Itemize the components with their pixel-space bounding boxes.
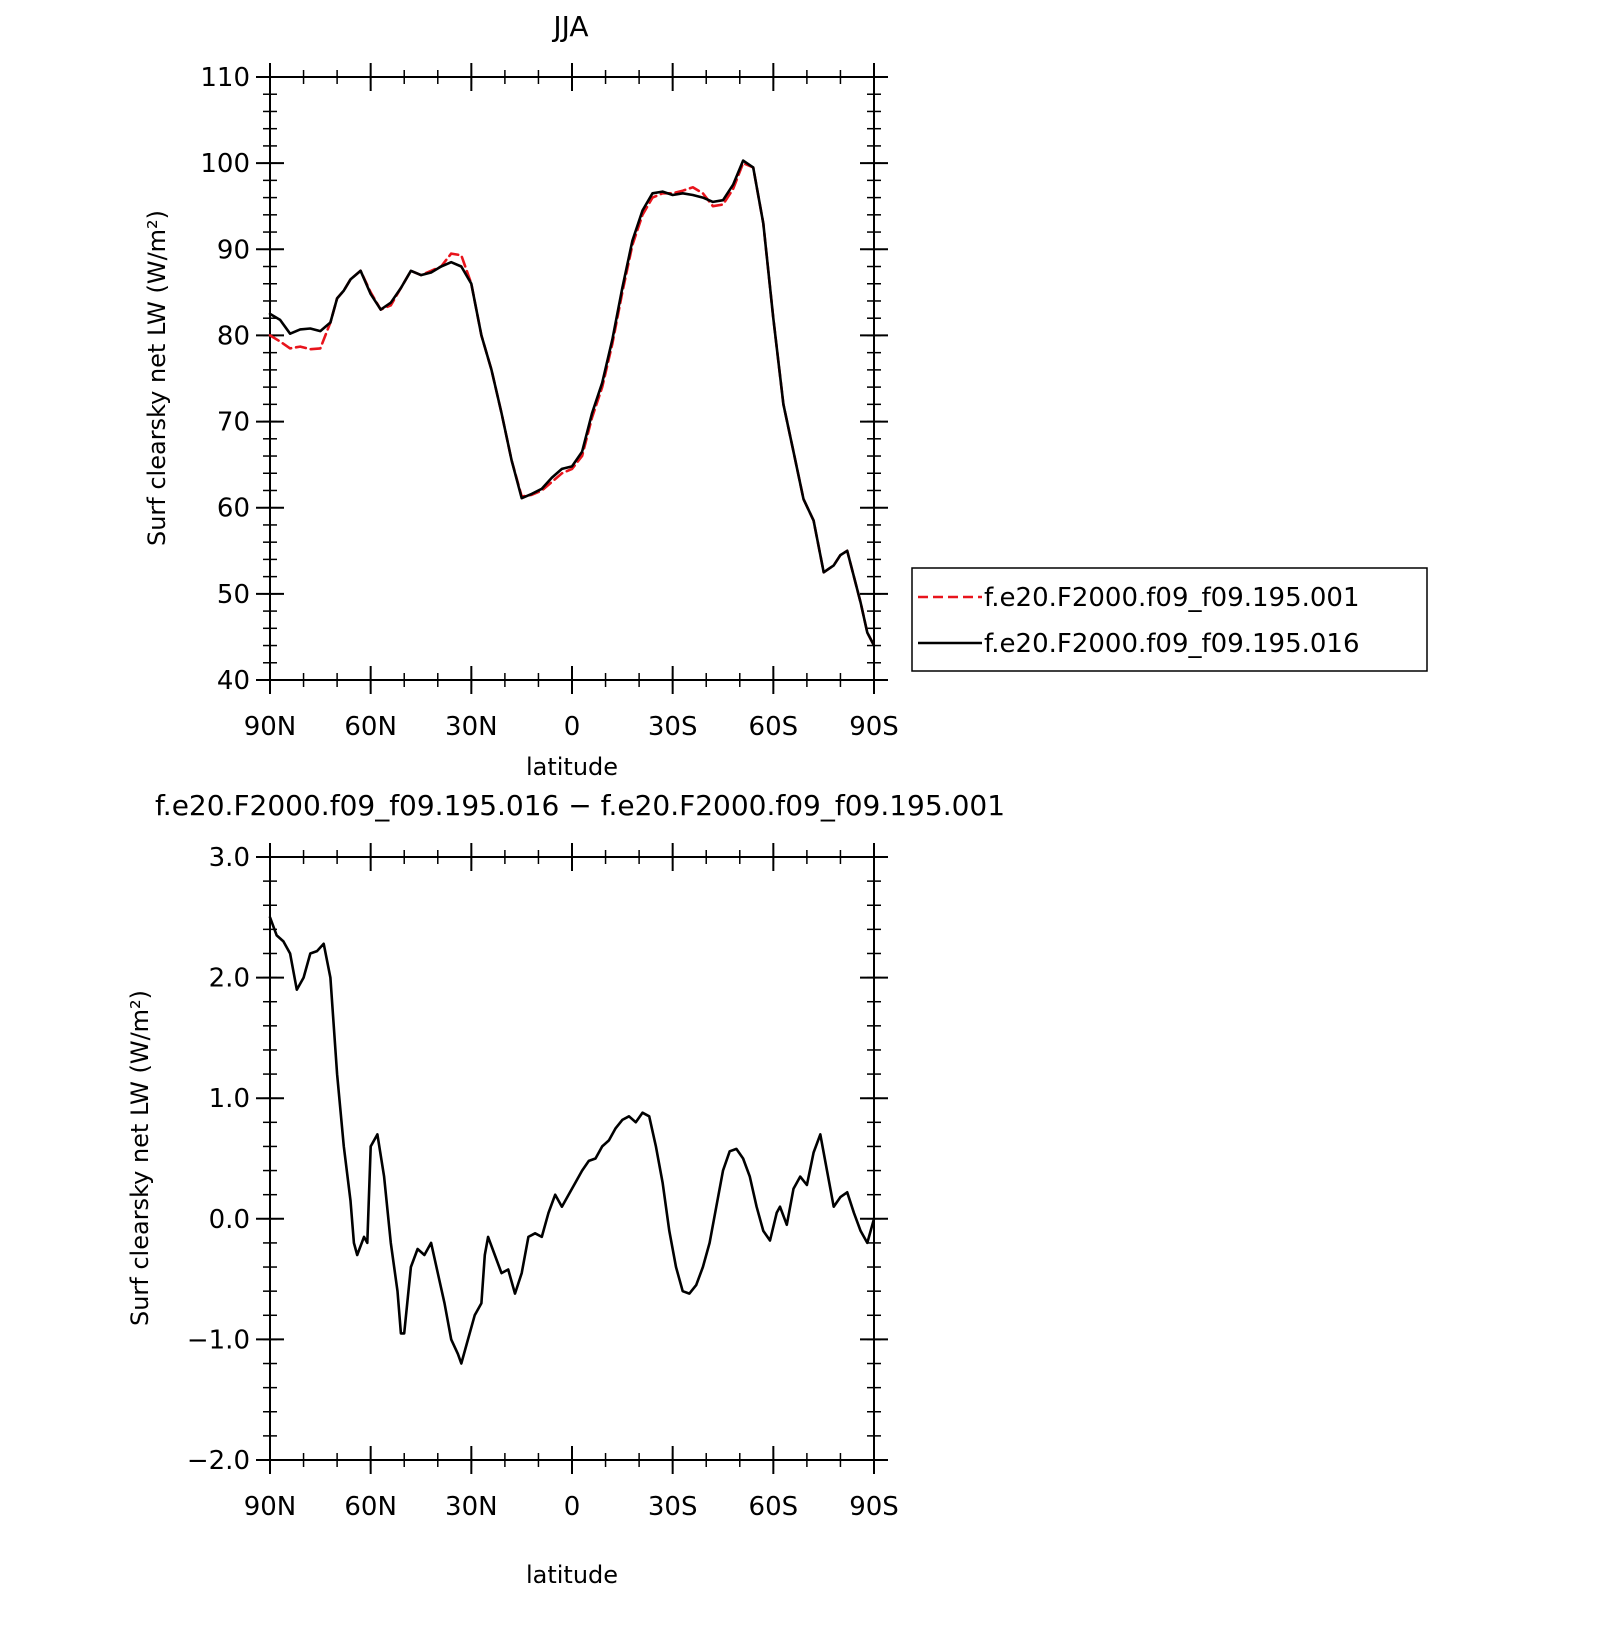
plot-frame — [269, 856, 875, 1461]
y-axis-label: Surf clearsky net LW (W/m²) — [126, 990, 154, 1326]
legend-entry-001: f.e20.F2000.f09_f09.195.001 — [984, 583, 1360, 613]
y-tick-label: 40 — [217, 666, 250, 696]
x-tick-label: 0 — [564, 712, 581, 742]
y-tick-label: 90 — [217, 235, 250, 265]
chart-title: f.e20.F2000.f09_f09.195.016 − f.e20.F200… — [155, 789, 1005, 822]
x-axis-label: latitude — [526, 753, 618, 781]
y-axis-label: Surf clearsky net LW (W/m²) — [143, 210, 171, 546]
legend: f.e20.F2000.f09_f09.195.001 f.e20.F2000.… — [911, 567, 1428, 672]
x-tick-label: 60N — [344, 712, 397, 742]
y-tick-label: 2.0 — [209, 964, 250, 994]
x-axis-label: latitude — [526, 1561, 618, 1589]
y-tick-label: 0.0 — [209, 1205, 250, 1235]
y-tick-label: 1.0 — [209, 1084, 250, 1114]
x-tick-label: 90N — [244, 1492, 297, 1522]
y-tick-label: 3.0 — [209, 843, 250, 873]
series-line-016 — [268, 159, 876, 647]
x-tick-label: 90S — [849, 712, 899, 742]
axis-ticks — [256, 843, 888, 1474]
y-tick-labels: 40 50 60 70 80 90 100 110 — [200, 63, 250, 696]
x-tick-label: 30S — [648, 712, 698, 742]
plot-frame — [269, 76, 875, 681]
x-tick-label: 60N — [344, 1492, 397, 1522]
x-tick-label: 30N — [445, 1492, 498, 1522]
y-tick-label: 80 — [217, 321, 250, 351]
x-tick-label: 60S — [749, 712, 799, 742]
series-lines — [268, 915, 876, 1365]
y-tick-label: −1.0 — [187, 1325, 250, 1355]
chart-difference: f.e20.F2000.f09_f09.195.016 − f.e20.F200… — [126, 789, 1005, 1589]
axis-ticks — [256, 63, 888, 694]
x-tick-labels: 90N 60N 30N 0 30S 60S 90S — [244, 1492, 899, 1522]
y-tick-label: 100 — [200, 149, 250, 179]
x-tick-label: 90N — [244, 712, 297, 742]
y-tick-label: 70 — [217, 408, 250, 438]
legend-entry-016: f.e20.F2000.f09_f09.195.016 — [984, 629, 1360, 659]
x-tick-labels: 90N 60N 30N 0 30S 60S 90S — [244, 712, 899, 742]
series-line-diff-0 — [268, 915, 876, 1365]
chart-title: JJA — [551, 10, 588, 43]
x-tick-label: 90S — [849, 1492, 899, 1522]
x-tick-label: 30N — [445, 712, 498, 742]
x-tick-label: 30S — [648, 1492, 698, 1522]
y-tick-label: −2.0 — [187, 1446, 250, 1476]
series-lines — [268, 159, 876, 647]
y-tick-label: 50 — [217, 580, 250, 610]
legend-box — [911, 567, 1428, 672]
y-tick-label: 110 — [200, 63, 250, 93]
y-tick-labels: −2.0 −1.0 0.0 1.0 2.0 3.0 — [187, 843, 250, 1476]
x-tick-label: 60S — [749, 1492, 799, 1522]
x-tick-label: 0 — [564, 1492, 581, 1522]
y-tick-label: 60 — [217, 494, 250, 524]
